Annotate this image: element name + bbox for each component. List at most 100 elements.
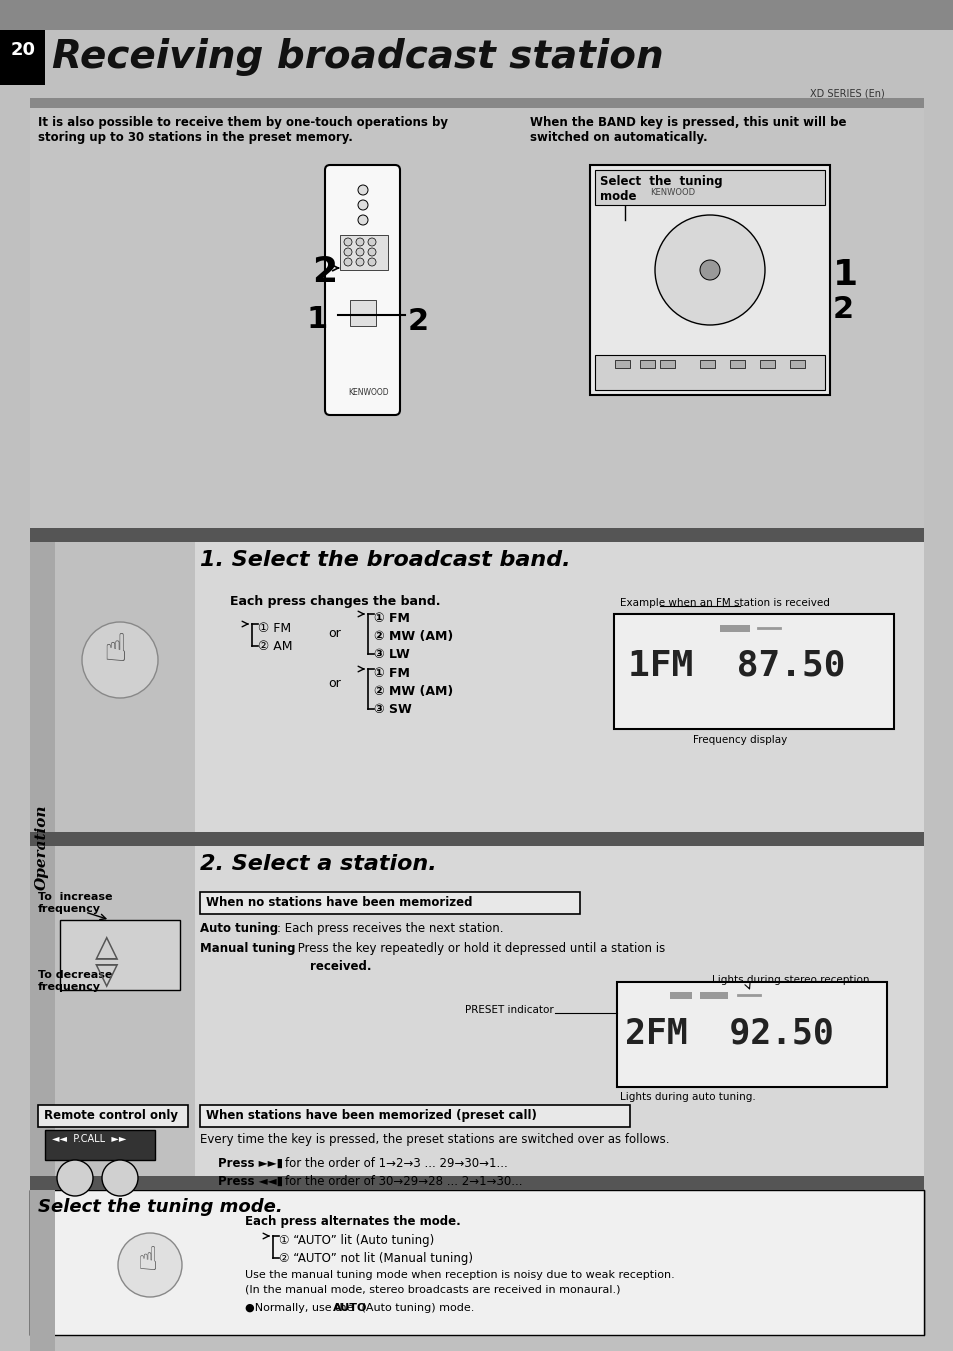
Text: ① FM: ① FM [257, 621, 291, 635]
Text: PRESET indicator: PRESET indicator [464, 1005, 553, 1015]
Bar [0, 30, 45, 85]
Text: ☝: ☝ [103, 631, 127, 669]
Text: 1: 1 [832, 258, 858, 292]
Text: To  increase
frequency: To increase frequency [38, 892, 112, 913]
Text: Operation: Operation [35, 804, 49, 890]
Bar [45, 1129, 154, 1161]
Bar [700, 359, 714, 367]
Circle shape [57, 1161, 92, 1196]
Text: (Auto tuning) mode.: (Auto tuning) mode. [357, 1302, 474, 1313]
Text: ② AM: ② AM [257, 640, 293, 653]
Bar [30, 542, 194, 832]
Text: : Press the key repeatedly or hold it depressed until a station is: : Press the key repeatedly or hold it de… [290, 942, 664, 955]
Text: ① FM: ① FM [374, 667, 410, 680]
Bar [30, 846, 194, 1175]
Text: ② “AUTO” not lit (Manual tuning): ② “AUTO” not lit (Manual tuning) [278, 1252, 473, 1265]
Bar [30, 846, 923, 1175]
Circle shape [355, 258, 364, 266]
Text: To decrease
frequency: To decrease frequency [38, 970, 112, 992]
Text: Press ◄◄▮: Press ◄◄▮ [218, 1175, 283, 1188]
Text: ◄◄  P.CALL  ►►: ◄◄ P.CALL ►► [52, 1133, 126, 1144]
Text: ▽: ▽ [95, 961, 118, 989]
Circle shape [344, 258, 352, 266]
Text: Example when an FM station is received: Example when an FM station is received [619, 598, 829, 608]
Circle shape [355, 249, 364, 255]
Text: Select the tuning mode.: Select the tuning mode. [38, 1198, 282, 1216]
Text: It is also possible to receive them by one-touch operations by
storing up to 30 : It is also possible to receive them by o… [38, 116, 448, 145]
Text: Auto tuning: Auto tuning [200, 921, 278, 935]
Circle shape [344, 249, 352, 255]
Text: ③ SW: ③ SW [374, 703, 412, 716]
Bar [30, 542, 55, 1121]
FancyBboxPatch shape [325, 165, 399, 415]
Text: Remote control only: Remote control only [44, 1109, 178, 1121]
Text: received.: received. [310, 961, 371, 973]
Bar [30, 528, 923, 542]
Circle shape [344, 238, 352, 246]
Bar [595, 170, 824, 205]
Circle shape [357, 215, 368, 226]
Bar [200, 892, 579, 915]
Text: 2FM  92.50: 2FM 92.50 [624, 1017, 833, 1051]
Text: (In the manual mode, stereo broadcasts are received in monaural.): (In the manual mode, stereo broadcasts a… [245, 1285, 619, 1296]
Bar [30, 1175, 923, 1190]
Text: △: △ [95, 932, 118, 961]
Text: or: or [328, 677, 340, 690]
Text: Each press alternates the mode.: Each press alternates the mode. [245, 1215, 460, 1228]
Bar [720, 626, 749, 632]
Bar [618, 984, 884, 1085]
Text: Manual tuning: Manual tuning [200, 942, 295, 955]
Text: When stations have been memorized (preset call): When stations have been memorized (prese… [206, 1109, 537, 1121]
Bar [30, 846, 55, 1351]
Bar [729, 359, 744, 367]
Text: for the order of 1→2→3 ... 29→30→1...: for the order of 1→2→3 ... 29→30→1... [270, 1156, 507, 1170]
Bar [700, 992, 727, 998]
Text: 1FM  87.50: 1FM 87.50 [627, 648, 844, 682]
Bar [659, 359, 675, 367]
Bar [760, 359, 774, 367]
Text: XD SERIES (En): XD SERIES (En) [809, 88, 883, 99]
Text: ☝: ☝ [137, 1243, 158, 1277]
Circle shape [655, 215, 764, 326]
Text: Every time the key is pressed, the preset stations are switched over as follows.: Every time the key is pressed, the prese… [200, 1133, 669, 1146]
Circle shape [368, 238, 375, 246]
Bar [0, 0, 953, 30]
Text: ② MW (AM): ② MW (AM) [374, 630, 453, 643]
Text: ③ LW: ③ LW [374, 648, 410, 661]
Circle shape [357, 185, 368, 195]
Circle shape [118, 1233, 182, 1297]
Bar [595, 355, 824, 390]
Text: 2. Select a station.: 2. Select a station. [200, 854, 436, 874]
Text: ① FM: ① FM [374, 612, 410, 626]
Bar [617, 982, 886, 1088]
Text: Lights during auto tuning.: Lights during auto tuning. [619, 1092, 755, 1102]
Text: 2: 2 [832, 295, 853, 324]
Text: 1. Select the broadcast band.: 1. Select the broadcast band. [200, 550, 570, 570]
Bar [614, 613, 893, 730]
Text: KENWOOD: KENWOOD [348, 388, 388, 397]
Text: When no stations have been memorized: When no stations have been memorized [206, 896, 472, 909]
Bar [589, 165, 829, 394]
Text: 2: 2 [312, 255, 336, 289]
Text: for the order of 30→29→28 ... 2→1→30...: for the order of 30→29→28 ... 2→1→30... [270, 1175, 522, 1188]
Text: or: or [328, 627, 340, 640]
Text: Select  the  tuning
mode: Select the tuning mode [599, 176, 721, 203]
Bar [669, 992, 691, 998]
Text: Frequency display: Frequency display [692, 735, 786, 744]
Bar [200, 1105, 629, 1127]
Bar [30, 1190, 923, 1335]
Circle shape [700, 259, 720, 280]
Text: Receiving broadcast station: Receiving broadcast station [52, 38, 663, 76]
Circle shape [357, 200, 368, 209]
Bar [38, 1105, 188, 1127]
Bar [30, 99, 923, 108]
Text: : Each press receives the next station.: : Each press receives the next station. [276, 921, 503, 935]
Bar [30, 108, 923, 528]
Bar [615, 359, 629, 367]
Bar [30, 1335, 923, 1351]
Text: ●Normally, use the: ●Normally, use the [245, 1302, 356, 1313]
Text: ② MW (AM): ② MW (AM) [374, 685, 453, 698]
Circle shape [368, 249, 375, 255]
Bar [616, 616, 891, 727]
Circle shape [368, 258, 375, 266]
